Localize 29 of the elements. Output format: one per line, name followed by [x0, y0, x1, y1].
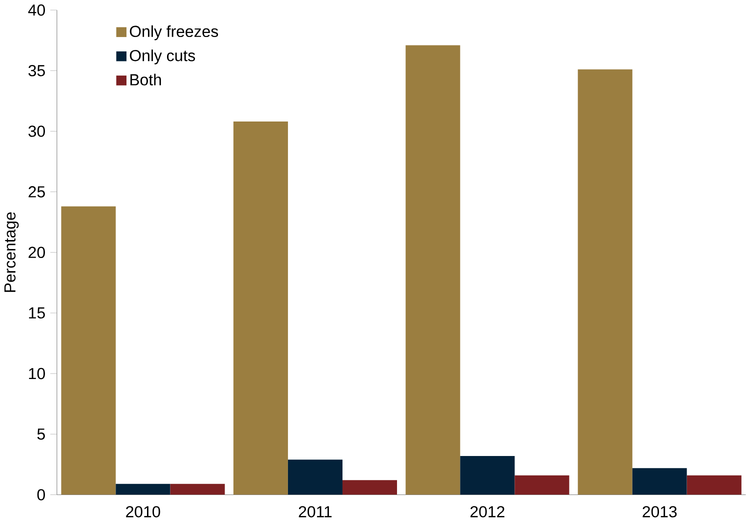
y-tick-label: 25 [28, 186, 45, 198]
y-axis-title: Percentage [4, 212, 19, 292]
bar [61, 206, 116, 495]
bar [116, 484, 170, 495]
x-tick-label: 2013 [642, 506, 677, 518]
bar [514, 475, 570, 495]
bar [460, 456, 515, 495]
y-tick-label: 30 [28, 126, 45, 137]
bar [342, 480, 398, 495]
legend-label: Both [130, 74, 161, 86]
bar [288, 460, 342, 495]
y-tick-label: 15 [29, 308, 45, 319]
y-tick-label: 40 [28, 4, 45, 16]
x-tick-label: 2011 [298, 506, 332, 518]
bar [578, 70, 632, 495]
bar [233, 122, 288, 495]
legend-label: Only cuts [130, 50, 196, 64]
x-tick-label: 2012 [470, 506, 504, 518]
x-tick-label: 2010 [126, 506, 160, 518]
bar [170, 484, 225, 495]
bar [632, 468, 687, 495]
y-tick-label: 35 [28, 65, 45, 76]
y-tick-label: 10 [29, 368, 45, 380]
y-tick-label: 5 [37, 428, 45, 440]
y-tick-label: 0 [37, 489, 45, 500]
legend-label: Only freezes [130, 25, 218, 40]
bar [406, 45, 460, 495]
bar [686, 475, 742, 495]
y-tick-label: 20 [28, 246, 45, 258]
